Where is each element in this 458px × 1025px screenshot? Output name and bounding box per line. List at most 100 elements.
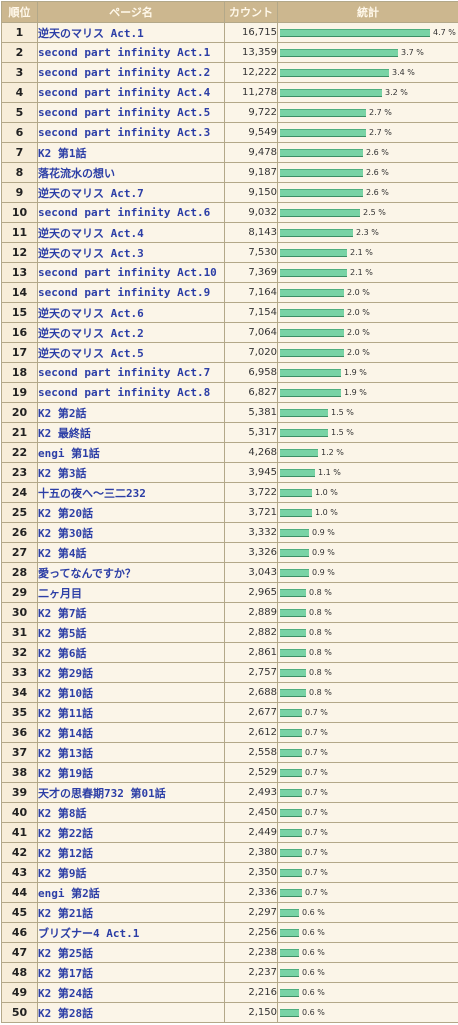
page-name-cell: K2 第22話	[38, 823, 224, 842]
page-name-cell: second part infinity Act.7	[38, 363, 224, 382]
page-link[interactable]: 逆天のマリス Act.3	[38, 246, 144, 260]
page-link[interactable]: K2 第11話	[38, 706, 94, 720]
stat-percent: 2.5 %	[363, 208, 386, 217]
page-link[interactable]: 天才の思春期732 第01話	[38, 786, 166, 800]
stat-percent: 2.0 %	[347, 328, 370, 337]
stats-cell: 1.5 %	[278, 403, 458, 422]
page-link[interactable]: K2 第8話	[38, 806, 87, 820]
stat-percent: 0.8 %	[309, 588, 332, 597]
header-rank: 順位	[2, 2, 37, 22]
rank-cell: 38	[2, 763, 37, 782]
rank-cell: 1	[2, 23, 37, 42]
stats-cell: 0.7 %	[278, 723, 458, 742]
rank-cell: 11	[2, 223, 37, 242]
page-link[interactable]: second part infinity Act.9	[38, 286, 211, 299]
page-link[interactable]: K2 第29話	[38, 666, 94, 680]
page-link[interactable]: second part infinity Act.10	[38, 266, 217, 279]
page-link[interactable]: engi 第2話	[38, 886, 100, 900]
stats-cell: 0.6 %	[278, 943, 458, 962]
page-link[interactable]: 二ヶ月目	[38, 586, 82, 600]
page-link[interactable]: K2 第7話	[38, 606, 87, 620]
table-row: 12 逆天のマリス Act.3 7,530 2.1 %	[2, 243, 458, 262]
stat-percent: 2.7 %	[369, 108, 392, 117]
page-name-cell: K2 第8話	[38, 803, 224, 822]
stat-bar	[280, 328, 344, 337]
page-link[interactable]: 逆天のマリス Act.5	[38, 346, 144, 360]
page-link[interactable]: K2 第30話	[38, 526, 94, 540]
page-link[interactable]: K2 第25話	[38, 946, 94, 960]
stat-percent: 0.7 %	[305, 768, 328, 777]
table-row: 21 K2 最終話 5,317 1.5 %	[2, 423, 458, 442]
page-link[interactable]: 逆天のマリス Act.4	[38, 226, 144, 240]
table-row: 48 K2 第17話 2,237 0.6 %	[2, 963, 458, 982]
page-link[interactable]: K2 第21話	[38, 906, 94, 920]
page-link[interactable]: 落花流水の想い	[38, 166, 115, 180]
stats-cell: 0.8 %	[278, 623, 458, 642]
stats-cell: 0.6 %	[278, 923, 458, 942]
rank-cell: 22	[2, 443, 37, 462]
page-link[interactable]: second part infinity Act.1	[38, 46, 211, 59]
stat-percent: 0.8 %	[309, 608, 332, 617]
rank-cell: 19	[2, 383, 37, 402]
page-link[interactable]: K2 第20話	[38, 506, 94, 520]
page-name-cell: second part infinity Act.1	[38, 43, 224, 62]
table-row: 39 天才の思春期732 第01話 2,493 0.7 %	[2, 783, 458, 802]
page-link[interactable]: second part infinity Act.6	[38, 206, 211, 219]
page-link[interactable]: K2 第1話	[38, 146, 87, 160]
table-row: 14 second part infinity Act.9 7,164 2.0 %	[2, 283, 458, 302]
page-link[interactable]: second part infinity Act.7	[38, 366, 211, 379]
page-link[interactable]: 逆天のマリス Act.1	[38, 26, 144, 40]
count-cell: 7,020	[225, 343, 277, 362]
count-cell: 9,478	[225, 143, 277, 162]
page-link[interactable]: second part infinity Act.3	[38, 126, 211, 139]
page-name-cell: K2 第1話	[38, 143, 224, 162]
page-link[interactable]: K2 第17話	[38, 966, 94, 980]
table-row: 25 K2 第20話 3,721 1.0 %	[2, 503, 458, 522]
stat-percent: 3.7 %	[401, 48, 424, 57]
table-row: 33 K2 第29話 2,757 0.8 %	[2, 663, 458, 682]
count-cell: 3,945	[225, 463, 277, 482]
page-link[interactable]: K2 第6話	[38, 646, 87, 660]
page-link[interactable]: K2 第19話	[38, 766, 94, 780]
page-link[interactable]: 逆天のマリス Act.6	[38, 306, 144, 320]
page-link[interactable]: K2 第10話	[38, 686, 94, 700]
stat-percent: 1.0 %	[315, 488, 338, 497]
page-name-cell: second part infinity Act.4	[38, 83, 224, 102]
page-name-cell: 逆天のマリス Act.6	[38, 303, 224, 322]
count-cell: 9,722	[225, 103, 277, 122]
page-link[interactable]: K2 第3話	[38, 466, 87, 480]
page-name-cell: K2 第4話	[38, 543, 224, 562]
page-link[interactable]: ブリズナー4 Act.1	[38, 926, 140, 940]
page-link[interactable]: second part infinity Act.2	[38, 66, 211, 79]
page-link[interactable]: K2 第5話	[38, 626, 87, 640]
page-link[interactable]: K2 第24話	[38, 986, 94, 1000]
page-name-cell: second part infinity Act.6	[38, 203, 224, 222]
page-link[interactable]: second part infinity Act.8	[38, 386, 211, 399]
page-link[interactable]: second part infinity Act.5	[38, 106, 211, 119]
page-name-cell: K2 第2話	[38, 403, 224, 422]
page-link[interactable]: K2 最終話	[38, 426, 91, 440]
page-link[interactable]: 逆天のマリス Act.2	[38, 326, 144, 340]
stat-percent: 0.7 %	[305, 888, 328, 897]
rank-cell: 21	[2, 423, 37, 442]
stats-cell: 1.5 %	[278, 423, 458, 442]
page-link[interactable]: K2 第2話	[38, 406, 87, 420]
page-link[interactable]: 十五の夜へ～三二232	[38, 486, 146, 500]
page-link[interactable]: engi 第1話	[38, 446, 100, 460]
count-cell: 7,064	[225, 323, 277, 342]
page-link[interactable]: K2 第13話	[38, 746, 94, 760]
stat-percent: 0.7 %	[305, 828, 328, 837]
page-link[interactable]: K2 第22話	[38, 826, 94, 840]
page-link[interactable]: K2 第9話	[38, 866, 87, 880]
page-link[interactable]: second part infinity Act.4	[38, 86, 211, 99]
page-link[interactable]: 逆天のマリス Act.7	[38, 186, 144, 200]
page-link[interactable]: K2 第12話	[38, 846, 94, 860]
page-link[interactable]: 愛ってなんですか？	[38, 566, 136, 580]
stats-cell: 0.7 %	[278, 823, 458, 842]
stat-bar	[280, 628, 306, 637]
stats-cell: 2.0 %	[278, 283, 458, 302]
page-link[interactable]: K2 第14話	[38, 726, 94, 740]
page-link[interactable]: K2 第4話	[38, 546, 87, 560]
page-link[interactable]: K2 第28話	[38, 1006, 94, 1020]
stats-cell: 0.7 %	[278, 763, 458, 782]
